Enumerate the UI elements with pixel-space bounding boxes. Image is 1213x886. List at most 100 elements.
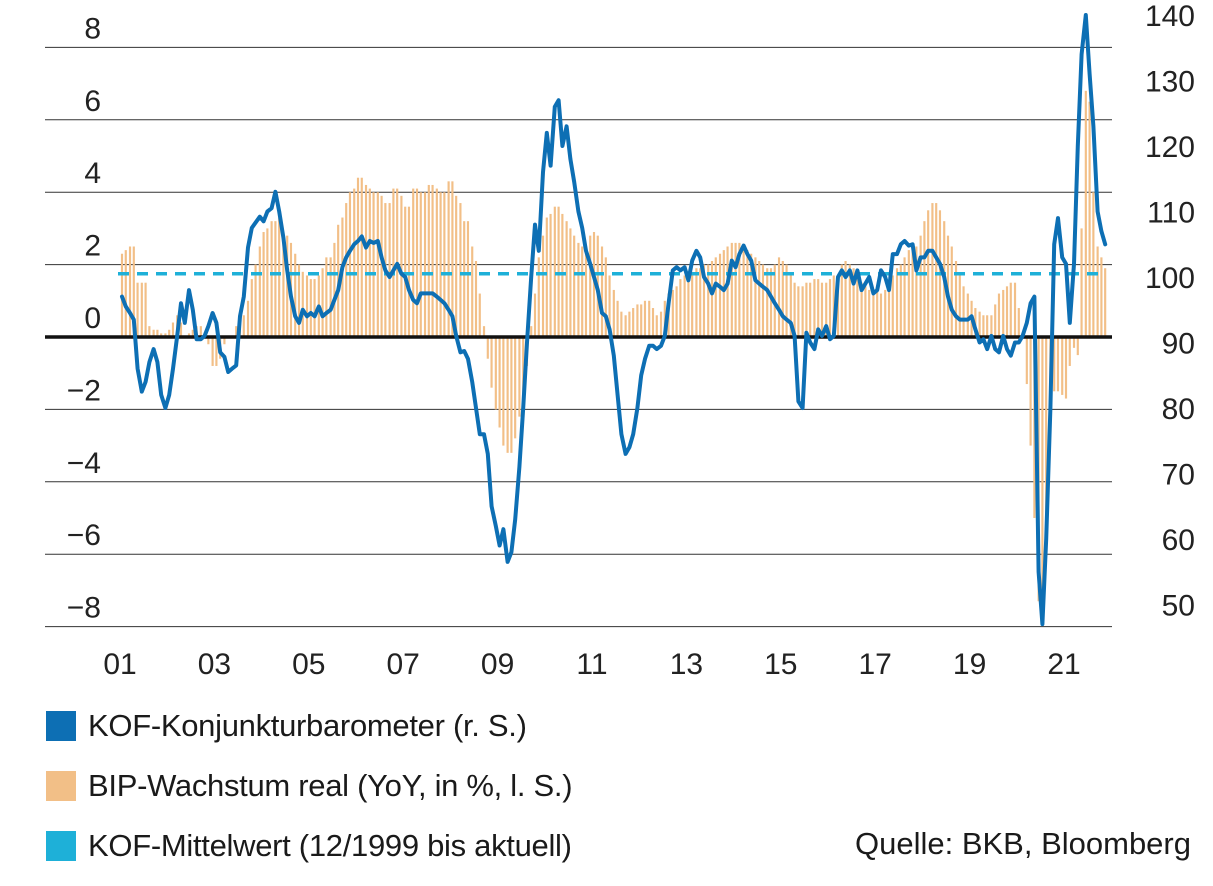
gdp-bar	[730, 242, 733, 337]
x-axis-tick-label: 19	[953, 648, 986, 681]
gdp-bar	[919, 235, 922, 337]
gdp-bar	[321, 268, 324, 337]
left-axis-tick-label: −8	[67, 592, 101, 625]
gdp-bar	[620, 311, 623, 337]
gdp-bar	[294, 253, 297, 337]
gdp-bar	[553, 206, 556, 337]
gdp-bar	[604, 257, 607, 337]
gdp-bar	[710, 260, 714, 337]
gdp-bar	[537, 257, 540, 337]
gdp-bar	[589, 235, 592, 337]
gdp-bar	[758, 260, 761, 337]
gdp-bar	[530, 326, 533, 337]
gdp-bar	[262, 232, 265, 337]
gdp-bar	[1068, 337, 1071, 366]
gdp-bar	[506, 337, 509, 453]
gdp-bar	[1080, 228, 1083, 337]
gdp-bar	[541, 235, 545, 337]
gdp-bar	[1041, 337, 1044, 595]
gdp-bar	[600, 246, 604, 337]
gdp-bar	[1092, 192, 1095, 337]
gdp-bar	[648, 300, 651, 337]
right-axis-tick-label: 110	[1147, 197, 1195, 230]
gdp-bar	[423, 192, 427, 337]
gdp-bar	[353, 188, 356, 337]
gdp-bar	[923, 221, 926, 337]
gdp-bar	[872, 289, 875, 337]
gdp-bar	[498, 337, 501, 428]
gdp-bar	[1088, 101, 1091, 337]
gdp-bar	[345, 203, 348, 337]
right-axis-tick-label: 140	[1145, 0, 1195, 33]
right-axis-tick-label: 100	[1145, 262, 1195, 295]
gdp-bar	[325, 257, 328, 337]
gdp-bar	[915, 246, 918, 337]
gdp-bar	[832, 275, 835, 337]
right-axis-tick-label: 70	[1162, 459, 1195, 492]
gdp-bar	[1104, 268, 1107, 337]
gdp-bar	[1076, 337, 1079, 356]
gdp-bar	[565, 221, 568, 337]
gdp-bar	[191, 329, 194, 337]
gdp-bar	[557, 206, 560, 337]
gdp-bar	[840, 264, 843, 337]
gdp-bar	[404, 206, 407, 337]
gdp-bar	[474, 260, 478, 337]
gdp-bar	[691, 271, 694, 337]
gdp-bar	[675, 286, 678, 337]
gdp-bar	[502, 337, 505, 446]
gdp-bar	[305, 275, 309, 337]
gdp-bar	[1033, 337, 1036, 518]
gdp-bar	[825, 282, 828, 337]
gdp-bar	[223, 337, 226, 345]
gdp-bar	[451, 181, 454, 337]
gdp-bar	[372, 192, 375, 337]
gdp-bar	[789, 275, 792, 337]
gdp-bar	[482, 326, 486, 337]
gdp-bar	[407, 206, 411, 337]
gdp-bar	[278, 217, 281, 337]
gdp-bar	[447, 181, 450, 337]
gdp-bar	[427, 184, 430, 337]
gdp-bar	[463, 221, 466, 337]
gdp-bar	[160, 333, 163, 337]
gdp-bar	[777, 257, 781, 337]
gdp-bar	[982, 315, 985, 337]
gdp-bar	[805, 282, 808, 337]
legend-label-gdp: BIP-Wachstum real (YoY, in %, l. S.)	[88, 768, 573, 803]
gdp-bar	[533, 293, 537, 337]
gdp-bar	[490, 337, 493, 388]
gdp-bar	[392, 188, 395, 337]
gdp-bar	[828, 279, 832, 337]
gdp-bar	[876, 289, 879, 337]
gdp-bar	[978, 311, 981, 337]
gdp-bar	[376, 192, 379, 337]
x-axis-tick-label: 05	[292, 648, 325, 681]
gdp-bar	[577, 242, 580, 337]
gdp-bar	[907, 250, 910, 337]
gdp-bar	[592, 232, 596, 337]
legend-swatch-gdp	[46, 771, 76, 801]
gdp-bar	[1002, 289, 1005, 337]
gdp-bar	[1072, 337, 1076, 348]
right-axis-tick-label: 50	[1162, 590, 1195, 623]
gdp-bar	[722, 250, 725, 337]
gdp-bar	[781, 260, 784, 337]
legend-label-kof: KOF-Konjunkturbarometer (r. S.)	[88, 708, 527, 743]
gdp-bar	[891, 275, 894, 337]
gdp-bar	[545, 217, 548, 337]
gdp-bar	[518, 337, 521, 417]
gdp-bar	[478, 293, 481, 337]
gdp-bar	[754, 257, 757, 337]
gdp-bar	[797, 286, 800, 337]
gdp-bar	[1096, 246, 1099, 337]
gdp-bar	[443, 192, 446, 337]
gdp-bar	[364, 184, 368, 337]
gdp-bar	[927, 210, 930, 337]
right-axis-tick-label: 60	[1162, 524, 1195, 557]
left-axis-tick-label: −4	[67, 447, 101, 480]
gdp-bar	[766, 268, 769, 337]
gdp-bar	[994, 304, 997, 337]
legend-swatch-kof	[46, 711, 76, 741]
kof-line	[120, 13, 1108, 627]
